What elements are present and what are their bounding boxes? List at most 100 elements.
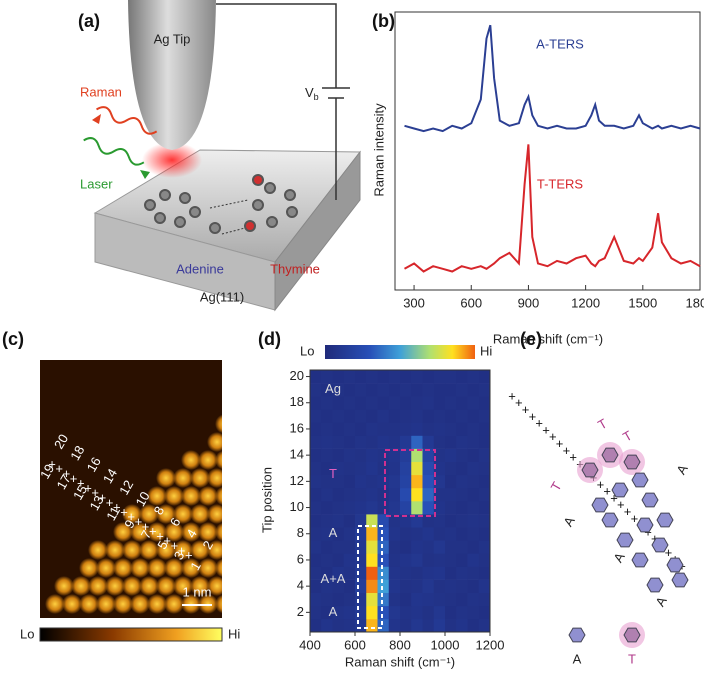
tip-marker: +	[549, 429, 557, 444]
region-label: A	[329, 525, 338, 540]
heat-cell	[456, 396, 468, 410]
heat-cell	[377, 566, 390, 580]
molecule	[631, 472, 649, 488]
heat-cell	[366, 501, 378, 515]
stm-blob	[156, 468, 176, 488]
heat-cell	[456, 409, 468, 423]
heat-cell	[355, 618, 367, 633]
heat-cell	[310, 396, 322, 410]
heat-cell	[343, 396, 356, 410]
heat-cell	[422, 618, 435, 633]
heat-cell	[343, 474, 356, 489]
molecule	[671, 572, 689, 588]
heat-cell	[310, 527, 322, 541]
heat-cell	[400, 527, 412, 541]
stm-blob	[198, 522, 218, 542]
heat-cell	[467, 618, 480, 633]
heat-cell	[478, 566, 491, 580]
heat-cell	[355, 448, 367, 462]
heat-cell	[355, 409, 367, 423]
legend-label: T	[628, 651, 636, 666]
heat-cell	[433, 501, 446, 515]
tip-marker: +	[631, 511, 639, 526]
y-tick-label: 16	[290, 420, 304, 435]
heat-cell	[445, 540, 457, 554]
heat-cell	[355, 487, 367, 502]
heat-cell	[411, 540, 423, 554]
y-axis-label: Raman intensity	[371, 103, 386, 197]
heat-cell	[411, 383, 423, 397]
tip-marker: +	[163, 533, 171, 548]
heat-cell	[377, 474, 390, 489]
heat-cell	[310, 487, 322, 502]
heat-cell	[343, 618, 356, 633]
molecule	[646, 577, 664, 593]
x-axis-label: Raman shift (cm⁻¹)	[345, 654, 455, 669]
heat-cell	[478, 383, 491, 397]
heat-cell	[321, 553, 333, 567]
heat-cell	[343, 527, 356, 541]
heat-cell	[332, 487, 345, 502]
heat-cell	[433, 618, 446, 633]
molecule	[601, 512, 619, 528]
heat-cell	[343, 448, 356, 462]
heat-cell	[422, 370, 435, 384]
heat-cell	[456, 435, 468, 449]
heat-cell	[355, 422, 367, 436]
heat-cell	[343, 383, 356, 397]
heat-cell	[445, 396, 457, 410]
heat-cell	[321, 527, 333, 541]
heat-cell	[411, 553, 423, 567]
heat-cell	[366, 540, 378, 554]
tip-marker: +	[569, 450, 577, 465]
heat-cell	[332, 527, 345, 541]
stm-blob	[96, 558, 116, 578]
heat-cell	[433, 605, 446, 620]
molecule	[568, 627, 586, 643]
x-tick-label: 900	[518, 295, 540, 310]
heat-cell	[388, 370, 401, 384]
stm-blob	[190, 468, 210, 488]
heat-cell	[445, 370, 457, 384]
heat-cell	[467, 514, 480, 528]
heat-cell	[343, 461, 356, 476]
heat-cell	[467, 592, 480, 607]
heat-cell	[332, 605, 345, 620]
heat-cell	[422, 422, 435, 436]
heat-cell	[388, 448, 401, 462]
heat-cell	[456, 474, 468, 489]
heat-cell	[433, 553, 446, 567]
heat-cell	[355, 540, 367, 554]
heat-cell	[377, 370, 390, 384]
y-tick-label: 2	[297, 604, 304, 619]
stm-blob	[130, 522, 150, 542]
position-label: 19	[37, 461, 57, 481]
heat-cell	[321, 435, 333, 449]
heat-cell	[400, 592, 412, 607]
heat-cell	[388, 396, 401, 410]
y-tick-label: 14	[290, 447, 304, 462]
heat-cell	[445, 461, 457, 476]
heat-cell	[310, 383, 322, 397]
laser-spot	[142, 142, 202, 178]
tip-marker: +	[542, 422, 550, 437]
heat-cell	[366, 592, 378, 607]
stm-blob	[62, 594, 82, 614]
heat-cell	[321, 383, 333, 397]
heat-cell	[456, 566, 468, 580]
heat-cell	[321, 461, 333, 476]
heat-cell	[366, 579, 378, 593]
heat-cell	[478, 370, 491, 384]
heat-cell	[478, 409, 491, 423]
heat-cell	[456, 448, 468, 462]
heat-cell	[343, 487, 356, 502]
panel-a: (a) Ag Tip Vb Raman Laser Adenine Thymin…	[78, 0, 362, 312]
heat-cell	[456, 461, 468, 476]
heat-cell	[411, 592, 423, 607]
stm-blob	[207, 468, 222, 488]
molecule	[581, 462, 599, 478]
tip-marker: +	[63, 466, 71, 481]
x-axis-label: Raman shift (cm⁻¹)	[493, 331, 603, 346]
heat-cell	[422, 527, 435, 541]
